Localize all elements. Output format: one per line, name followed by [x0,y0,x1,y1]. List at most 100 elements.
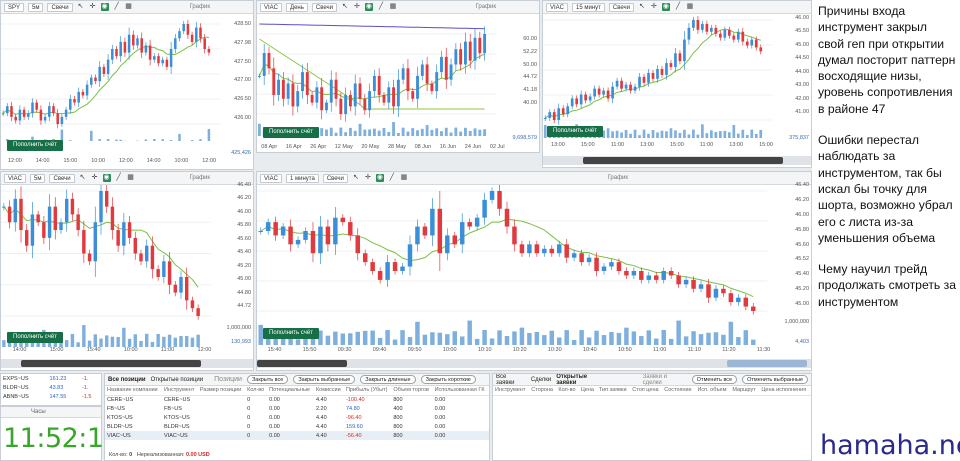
crosshair-icon[interactable]: ✛ [364,174,371,181]
column-header[interactable]: Сторона [529,386,557,396]
line-tool-icon[interactable]: ╱ [116,174,121,181]
column-header[interactable]: Состояние [662,386,696,396]
close-selected-button[interactable]: Закрыть выбранные [293,375,356,384]
scrollbar-thumb[interactable] [21,360,201,367]
table-row[interactable]: FB~US FB~US 0 0.00 2.20 74.80 400 0.00 [105,404,489,413]
cursor-icon[interactable]: ↖ [77,3,84,10]
magnet-icon[interactable]: ◉ [100,3,109,11]
grid-icon[interactable]: ▦ [127,174,134,181]
line-tool-icon[interactable]: ╱ [389,174,395,181]
crosshair-icon[interactable]: ✛ [91,174,98,181]
watchlist-row[interactable]: EXPS~US 161.23 -1. [1,374,101,383]
column-header[interactable]: Исп. объем [695,386,731,396]
scrollbar-thumb[interactable] [257,360,347,367]
grid-icon[interactable]: ▦ [125,3,132,10]
chart-pane-viac-15m[interactable]: VIAC 15 минут Свечи ↖ ✛ ◉ ╱ ▦ 46.00 45.50… [542,0,812,168]
cancel-all-button[interactable]: Отменить все [691,375,738,384]
table-row[interactable]: BLDR~US BLDR~US 0 0.00 4.40 159.60 800 0.00 [105,422,489,431]
symbol-select[interactable]: VIAC [260,2,283,12]
deposit-button[interactable]: Пополнить счёт [547,126,603,137]
line-tool-icon[interactable]: ╱ [378,3,384,10]
magnet-icon[interactable]: ◉ [375,174,384,182]
chart-type-select[interactable]: Свечи [49,173,75,183]
magnet-icon[interactable]: ◉ [102,174,111,182]
magnet-icon[interactable]: ◉ [364,3,373,11]
column-header[interactable]: Прибыль (Убыт) [343,386,392,396]
price-chart[interactable] [257,185,783,355]
close-short-button[interactable]: Закрыть короткие [420,375,476,384]
table-row[interactable]: VIAC~US VIAC~US 0 0.00 4.40 -56.40 800 0.00 [105,431,489,440]
tab-open-positions[interactable]: Открытые позиции [150,376,204,383]
column-header[interactable]: Инструмент [493,386,530,396]
column-header[interactable]: Комиссии [313,386,344,396]
deposit-button[interactable]: Пополнить счёт [263,127,319,138]
timeframe-select[interactable]: 5м [28,2,44,12]
column-header[interactable]: Объем торгов [391,386,433,396]
cancel-selected-button[interactable]: Отменить выбранные [742,375,809,384]
chart-pane-viac-daily[interactable]: VIAC День Свечи ↖ ✛ ◉ ╱ ▦ График 60.00 52… [256,0,540,153]
watchlist-row[interactable]: ABNB~US 147.55 -1.5 [1,392,101,401]
chart-pane-viac-1m[interactable]: VIAC 1 минута Свечи ↖ ✛ ◉ ╱ ▦ График 46.… [256,171,812,371]
crosshair-icon[interactable]: ✛ [354,3,360,10]
deposit-button[interactable]: Пополнить счёт [7,140,63,151]
chart-type-select[interactable]: Свечи [608,2,634,12]
line-tool-icon[interactable]: ╱ [675,3,681,10]
scrollbar-thumb-right[interactable] [727,360,807,367]
symbol-select[interactable]: VIAC [260,173,283,183]
column-header[interactable]: Цена исполнения [759,386,811,396]
price-chart[interactable] [1,14,233,141]
time-scrollbar[interactable] [543,156,811,165]
price-chart[interactable] [543,14,787,139]
time-scrollbar[interactable] [1,359,253,368]
column-header[interactable]: Потенциальные [267,386,314,396]
line-tool-icon[interactable]: ╱ [114,3,119,10]
grid-icon[interactable]: ▦ [686,3,694,10]
deposit-button[interactable]: Пополнить счёт [7,332,63,343]
tab-all-positions[interactable]: Все позиции [108,376,146,383]
close-long-button[interactable]: Закрыть длинные [360,375,416,384]
symbol-select[interactable]: VIAC [4,173,27,183]
price-chart[interactable] [1,185,225,355]
column-header[interactable]: Маршрут [730,386,760,396]
cursor-icon[interactable]: ↖ [79,174,86,181]
timeframe-select[interactable]: 1 минута [286,173,319,183]
timeframe-select[interactable]: День [286,2,308,12]
grid-icon[interactable]: ▦ [389,3,397,10]
tab-open-orders[interactable]: Открытые заявки [556,373,588,386]
magnet-icon[interactable]: ◉ [661,3,670,11]
column-header[interactable]: Кол-во [245,386,268,396]
column-header[interactable]: Название компании [105,386,163,396]
column-header[interactable]: Использованная ГК [432,386,489,396]
watchlist-row[interactable]: BLDR~US 43.83 -1. [1,383,101,392]
tab-all-orders[interactable]: Все заявки [496,373,515,386]
timeframe-select[interactable]: 15 минут [572,2,605,12]
timeframe-select[interactable]: 5м [30,173,46,183]
cursor-icon[interactable]: ↖ [352,174,359,181]
chart-type-select[interactable]: Свечи [47,2,73,12]
column-header[interactable]: Кол-во [556,386,579,396]
cursor-icon[interactable]: ↖ [639,3,645,10]
column-header[interactable]: Тип заявки [596,386,631,396]
grid-icon[interactable]: ▦ [400,174,408,181]
column-header[interactable]: Инструмент [162,386,198,396]
close-all-button[interactable]: Закрыть все [246,375,289,384]
chart-pane-viac-5m[interactable]: VIAC 5м Свечи ↖ ✛ ◉ ╱ ▦ График 46.40 46.2… [0,171,254,371]
column-header[interactable]: Стоп цена [630,386,663,396]
symbol-select[interactable]: SPY [4,2,25,12]
column-header[interactable]: Размер позиции [197,386,246,396]
deposit-button[interactable]: Пополнить счёт [263,328,319,339]
scrollbar-thumb[interactable] [583,157,783,164]
chart-type-select[interactable]: Свечи [311,2,337,12]
crosshair-icon[interactable]: ✛ [651,3,657,10]
column-header[interactable]: Цена [578,386,597,396]
tab-deals[interactable]: Сделки [530,376,552,383]
price-chart[interactable] [257,14,513,139]
cursor-icon[interactable]: ↖ [342,3,348,10]
table-row[interactable]: CERE~US CERE~US 0 0.00 4.40 -100.40 800 0.00 [105,395,489,404]
time-scrollbar[interactable] [257,359,811,368]
symbol-select[interactable]: VIAC [546,2,569,12]
chart-type-select[interactable]: Свечи [322,173,348,183]
chart-pane-spy[interactable]: SPY 5м Свечи ↖ ✛ ◉ ╱ ▦ График 428.50 427.… [0,0,254,170]
table-row[interactable]: KTOS~US KTOS~US 0 0.00 4.40 -96.40 800 0.00 [105,413,489,422]
crosshair-icon[interactable]: ✛ [89,3,96,10]
